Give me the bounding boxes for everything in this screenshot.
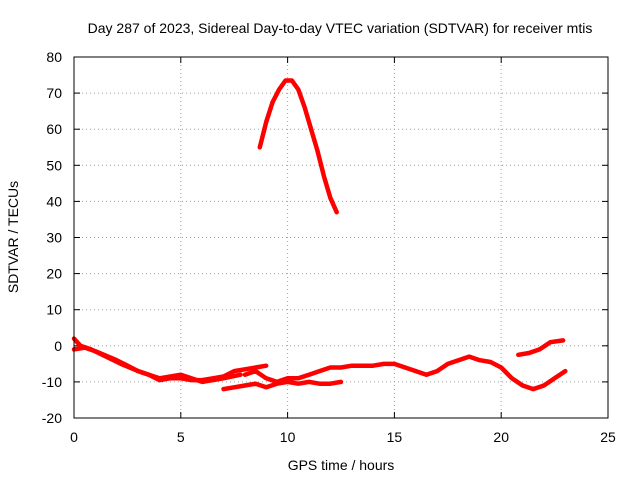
x-tick-label: 5 (177, 429, 185, 445)
y-tick-label: -10 (42, 374, 62, 390)
plot-frame (73, 56, 609, 419)
y-tick-label: 60 (46, 121, 62, 137)
y-tick-label: 20 (46, 266, 62, 282)
y-tick-label: 80 (46, 49, 62, 65)
grid (73, 56, 609, 419)
y-tick-label: 70 (46, 85, 62, 101)
y-tick-labels: -20 -10 0 10 20 30 40 50 60 70 80 (42, 49, 62, 426)
series-peak-arc (257, 78, 339, 215)
x-tick-label: 20 (493, 429, 509, 445)
x-tick-labels: 0 5 10 15 20 25 (70, 429, 616, 445)
x-tick-label: 0 (70, 429, 78, 445)
y-tick-label: 40 (46, 193, 62, 209)
y-tick-label: 0 (54, 338, 62, 354)
series-late-segment (516, 338, 566, 358)
y-tick-label: 30 (46, 230, 62, 246)
y-axis-label: SDTVAR / TECUs (5, 181, 21, 293)
series-layer (71, 78, 568, 392)
x-tick-label: 25 (600, 429, 616, 445)
series-mid-branch (242, 354, 568, 392)
series-lower-branch (221, 379, 344, 392)
x-axis-label: GPS time / hours (288, 457, 395, 473)
y-tick-label: -20 (42, 410, 62, 426)
y-tick-label: 50 (46, 157, 62, 173)
x-tick-label: 10 (280, 429, 296, 445)
series-main-low-b (71, 345, 243, 385)
y-tick-label: 10 (46, 302, 62, 318)
chart-title: Day 287 of 2023, Sidereal Day-to-day VTE… (88, 20, 593, 36)
x-tick-label: 15 (387, 429, 403, 445)
